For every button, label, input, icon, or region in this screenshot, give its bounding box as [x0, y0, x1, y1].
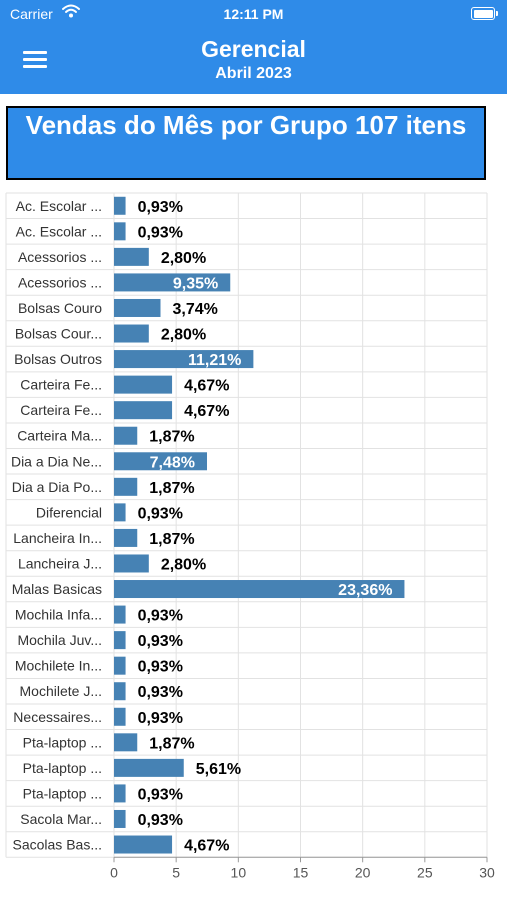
category-label: Carteira Fe...: [20, 377, 102, 393]
status-time: 12:11 PM: [223, 6, 284, 22]
bar-value-label: 0,93%: [138, 710, 183, 727]
category-label: Diferencial: [36, 504, 102, 520]
category-label: Pta-laptop ...: [23, 734, 102, 750]
grid: [5, 192, 488, 858]
bar-value-label: 0,93%: [138, 684, 183, 701]
category-label: Acessorios ...: [18, 249, 102, 265]
bar: [114, 580, 405, 599]
bar: [114, 273, 231, 292]
bar: [114, 222, 126, 241]
status-bar: Carrier 12:11 PM: [0, 0, 507, 28]
category-label: Pta-laptop ...: [23, 785, 102, 801]
battery-icon: [471, 7, 498, 20]
bar: [114, 605, 126, 624]
bar-value-label: 0,93%: [138, 505, 183, 522]
bar-value-label: 1,87%: [149, 735, 194, 752]
bar: [114, 196, 126, 215]
bar-value-label: 7,48%: [150, 454, 195, 471]
bar: [114, 503, 126, 522]
category-label: Bolsas Cour...: [15, 326, 102, 342]
category-label: Mochila Infa...: [15, 607, 102, 623]
bar-value-label: 5,61%: [196, 761, 241, 778]
x-tick-label: 25: [417, 864, 433, 880]
bar: [114, 375, 173, 394]
bar: [114, 784, 126, 803]
bar-value-label: 23,36%: [338, 582, 392, 599]
app-header: Carrier 12:11 PM Gerencial Abril 2023: [0, 0, 507, 94]
hamburger-menu-icon[interactable]: [23, 51, 47, 69]
bar-value-label: 4,67%: [184, 403, 229, 420]
category-label: Carteira Ma...: [17, 428, 102, 444]
x-tick-label: 5: [172, 864, 180, 880]
bar-value-label: 1,87%: [149, 531, 194, 548]
bar: [114, 758, 184, 777]
page-subtitle: Abril 2023: [215, 65, 292, 82]
chart-title: Vendas do Mês por Grupo 107 itens: [6, 106, 486, 180]
bar: [114, 452, 208, 471]
category-label: Mochilete J...: [20, 683, 102, 699]
category-label: Dia a Dia Po...: [12, 479, 102, 495]
x-tick-label: 0: [110, 864, 118, 880]
bar-value-label: 3,74%: [173, 301, 218, 318]
carrier-label: Carrier: [10, 6, 53, 22]
bar-value-label: 1,87%: [149, 480, 194, 497]
bar: [114, 631, 126, 650]
bar-chart: 0 5 10 15 20 25 30 Ac. Escolar ... 0,93% Ac. Esco…: [5, 192, 495, 880]
bar: [114, 247, 149, 266]
category-label: Acessorios ...: [18, 274, 102, 290]
bar-value-label: 0,93%: [138, 224, 183, 241]
bar: [114, 401, 173, 420]
bar: [114, 350, 254, 369]
bar-value-label: 0,93%: [138, 659, 183, 676]
bar: [114, 477, 138, 496]
bar-value-label: 4,67%: [184, 838, 229, 855]
bar: [114, 707, 126, 726]
bar: [114, 298, 161, 317]
bar-value-label: 0,93%: [138, 633, 183, 650]
bar-value-label: 4,67%: [184, 378, 229, 395]
bar-value-label: 11,21%: [188, 352, 241, 369]
category-label: Sacola Mar...: [20, 811, 102, 827]
wifi-icon: [62, 4, 80, 21]
category-label: Mochilete In...: [15, 658, 102, 674]
x-tick-label: 20: [355, 864, 371, 880]
category-label: Sacolas Bas...: [13, 837, 103, 853]
bar: [114, 733, 138, 752]
bar-value-label: 1,87%: [149, 429, 194, 446]
x-tick-label: 30: [479, 864, 495, 880]
category-label: Necessaires...: [13, 709, 102, 725]
bar: [114, 324, 149, 343]
category-label: Pta-laptop ...: [23, 760, 102, 776]
category-label: Bolsas Outros: [14, 351, 102, 367]
category-label: Ac. Escolar ...: [16, 223, 102, 239]
category-label: Dia a Dia Ne...: [11, 453, 102, 469]
bar-value-label: 0,93%: [138, 786, 183, 803]
category-label: Lancheira J...: [18, 555, 102, 571]
bar-value-label: 0,93%: [138, 608, 183, 625]
category-label: Bolsas Couro: [18, 300, 102, 316]
bar: [114, 528, 138, 547]
bar: [114, 835, 173, 854]
page-title: Gerencial: [201, 36, 306, 62]
bar-value-label: 0,93%: [138, 199, 183, 216]
category-label: Malas Basicas: [12, 581, 102, 597]
category-label: Carteira Fe...: [20, 402, 102, 418]
bar-value-label: 9,35%: [173, 275, 218, 292]
bar: [114, 809, 126, 828]
x-tick-label: 15: [293, 864, 309, 880]
bar: [114, 554, 149, 573]
bar-value-label: 2,80%: [161, 327, 206, 344]
category-label: Ac. Escolar ...: [16, 198, 102, 214]
x-tick-label: 10: [231, 864, 247, 880]
bar-value-label: 2,80%: [161, 250, 206, 267]
bar: [114, 426, 138, 445]
category-label: Mochila Juv...: [17, 632, 102, 648]
bar: [114, 656, 126, 675]
bar-value-label: 0,93%: [138, 812, 183, 829]
bar: [114, 682, 126, 701]
category-label: Lancheira In...: [13, 530, 102, 546]
bar-value-label: 2,80%: [161, 556, 206, 573]
